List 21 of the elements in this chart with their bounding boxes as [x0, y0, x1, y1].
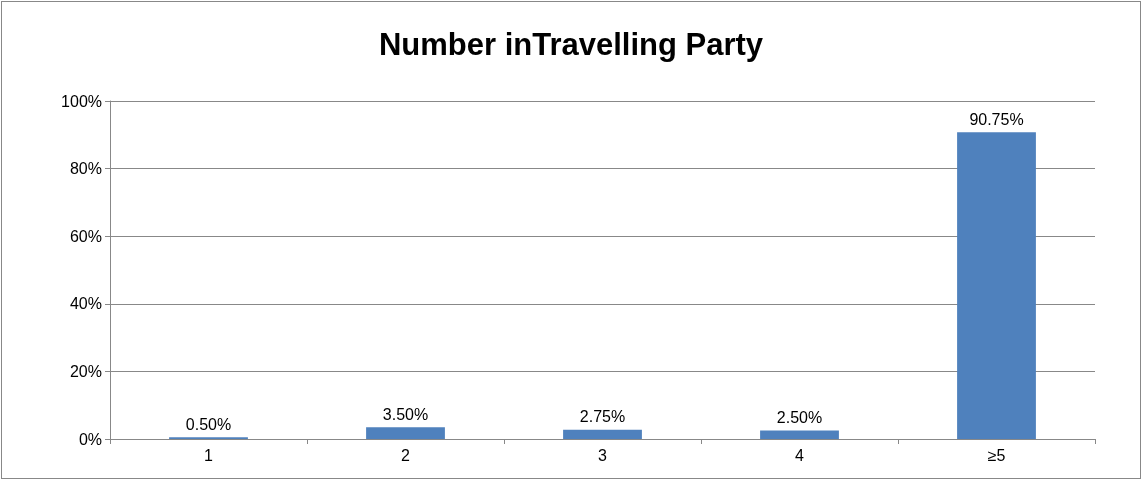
y-tick-label: 20%: [69, 362, 102, 380]
bar: [366, 427, 445, 439]
bar: [563, 429, 642, 439]
x-tick-label: ≥5: [987, 446, 1006, 464]
y-tick-label: 100%: [61, 92, 102, 110]
y-tick-label: 80%: [69, 160, 102, 178]
x-tick-label: 2: [401, 446, 411, 464]
x-tick-label: 3: [598, 446, 608, 464]
data-label: 2.75%: [579, 408, 626, 426]
y-tick-label: 60%: [69, 227, 102, 245]
x-tick-label: 4: [795, 446, 805, 464]
bar: [957, 132, 1036, 439]
y-tick-label: 40%: [69, 295, 102, 313]
data-label: 0.50%: [185, 415, 232, 433]
data-label: 2.50%: [776, 409, 823, 427]
chart-title: Number inTravelling Party: [378, 27, 764, 62]
y-tick-label: 0%: [78, 430, 102, 448]
x-tick-label: 1: [204, 446, 214, 464]
data-label: 90.75%: [969, 110, 1024, 128]
bar: [760, 430, 839, 439]
data-label: 3.50%: [382, 405, 429, 423]
